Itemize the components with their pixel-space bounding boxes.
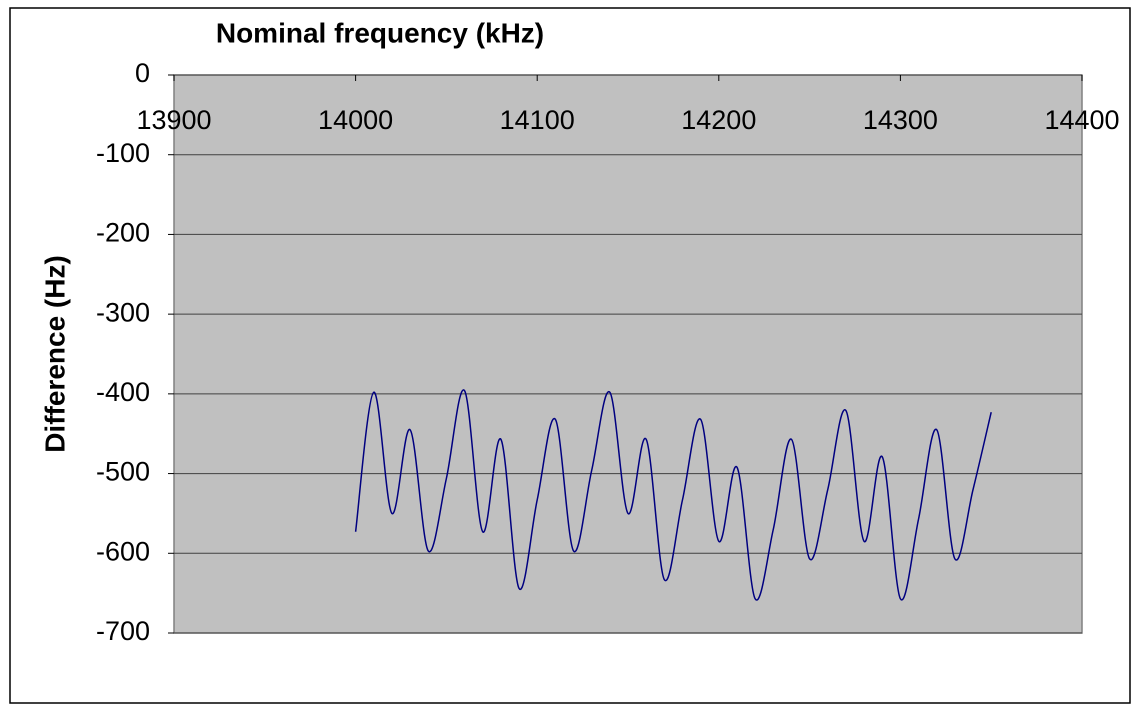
- plot-area: [173, 74, 1083, 634]
- x-tick-label: 14300: [863, 105, 938, 135]
- x-tick-label: 14200: [681, 105, 756, 135]
- x-tick-label: 14400: [1044, 105, 1119, 135]
- y-tick-label: 0: [135, 58, 150, 88]
- y-tick-label: -600: [96, 536, 150, 566]
- y-tick-label: -500: [96, 457, 150, 487]
- x-tick-label: 14100: [500, 105, 575, 135]
- y-tick-label: -400: [96, 377, 150, 407]
- data-line: [354, 389, 992, 601]
- y-tick-label: -300: [96, 297, 150, 327]
- y-tick-label: -100: [96, 138, 150, 168]
- x-tick-label: 13900: [136, 105, 211, 135]
- y-tick-label: -700: [96, 616, 150, 646]
- y-axis-title: Difference (Hz): [39, 255, 70, 453]
- x-tick-label: 14000: [318, 105, 393, 135]
- x-axis-title: Nominal frequency (kHz): [216, 17, 544, 48]
- y-tick-label: -200: [96, 218, 150, 248]
